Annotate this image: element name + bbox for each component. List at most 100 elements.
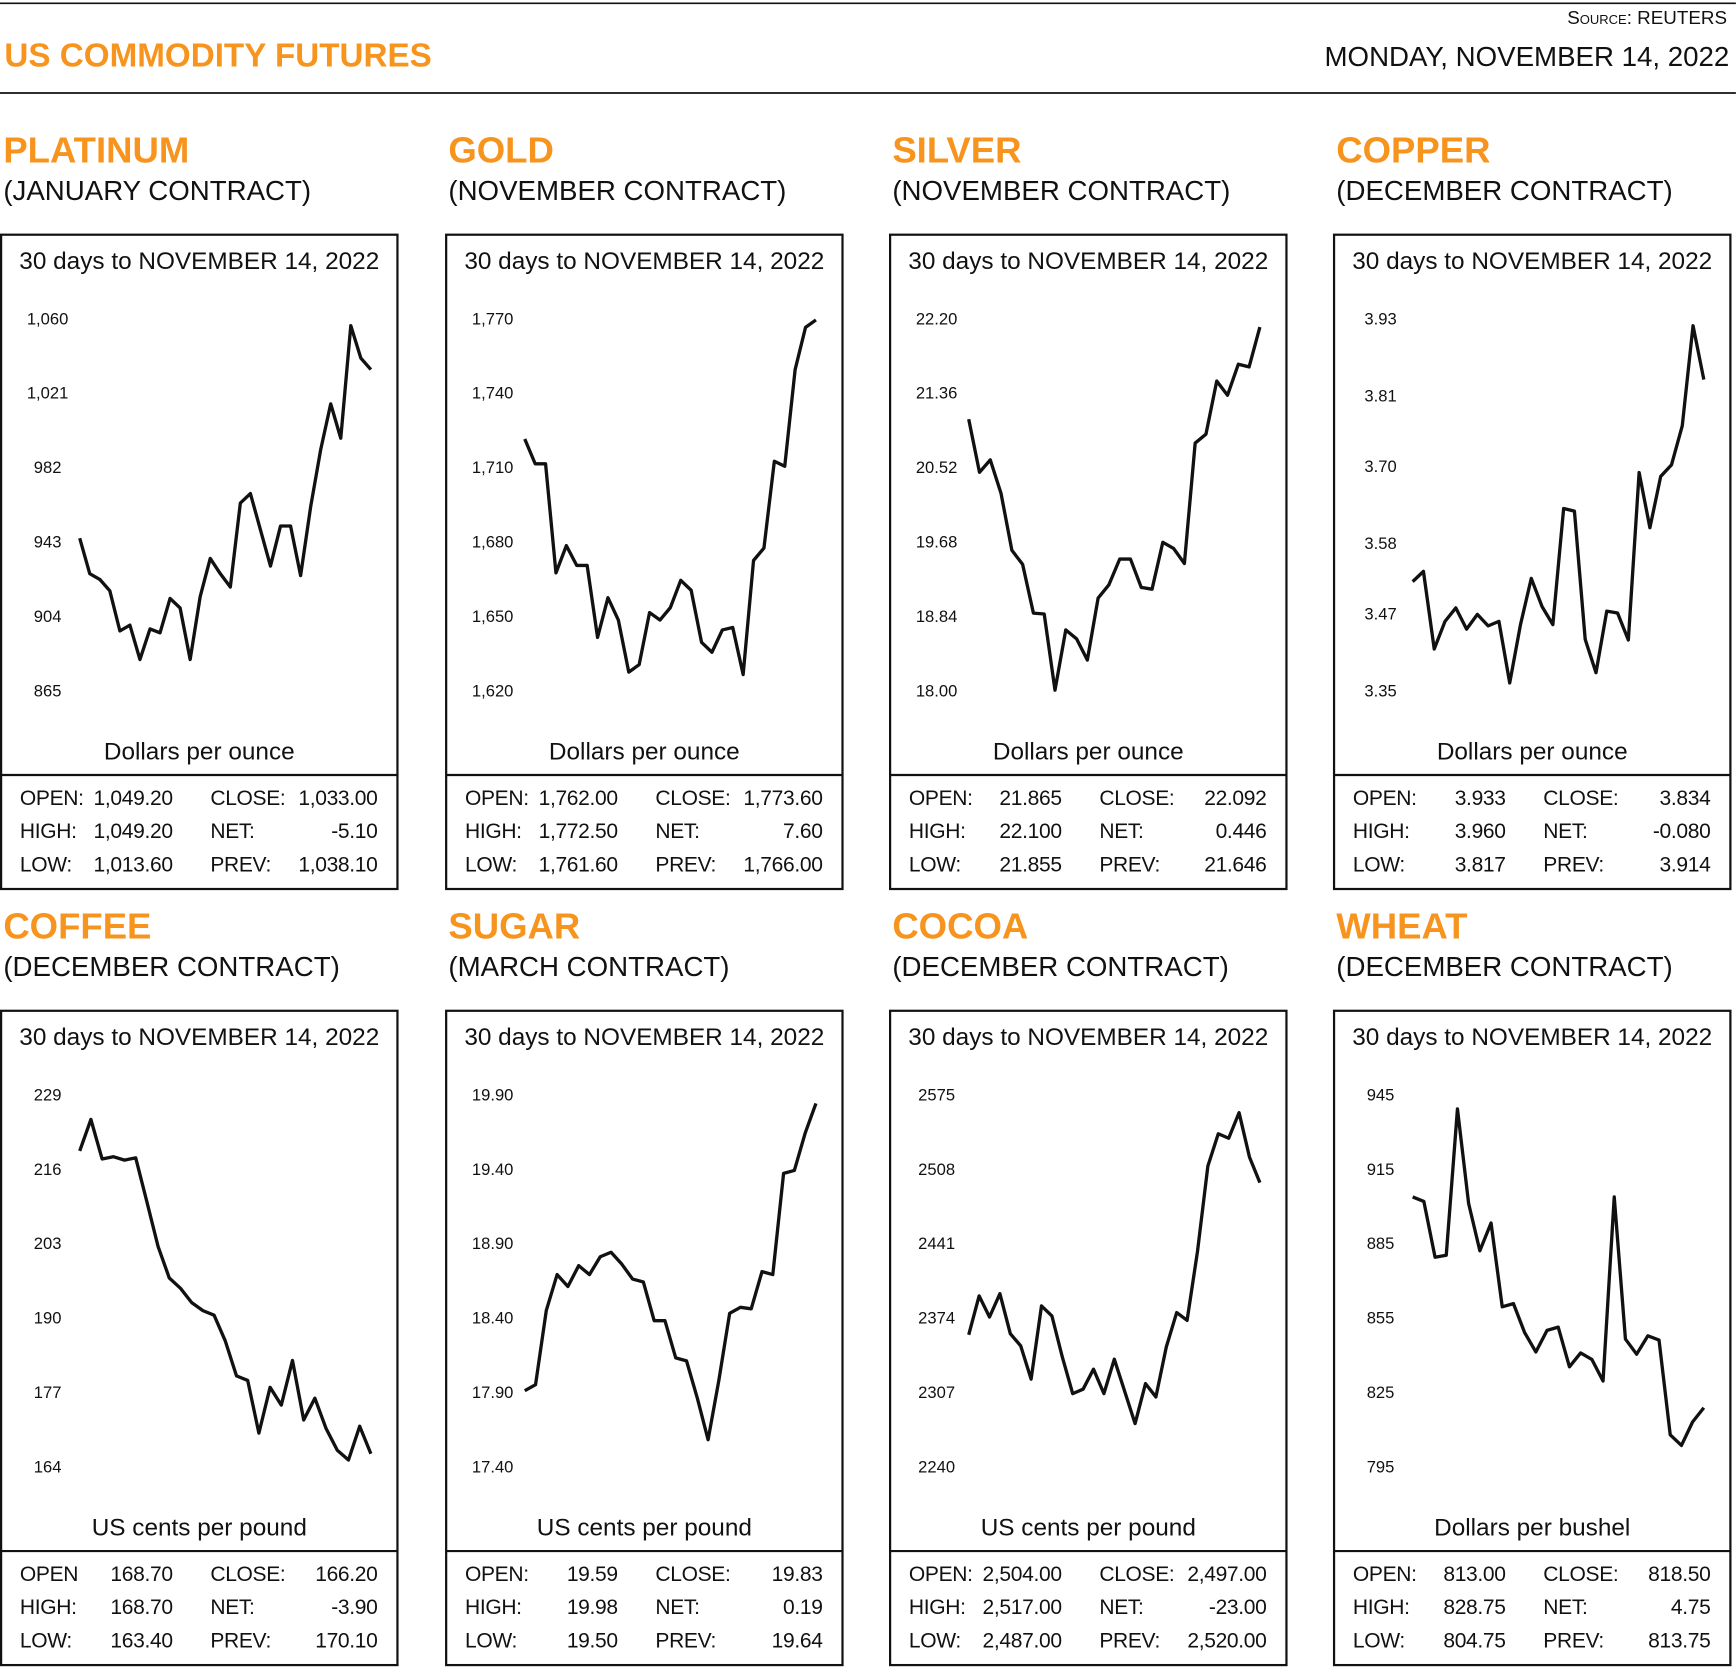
stat-label: LOW:: [909, 853, 961, 876]
y-tick-label: 19.68: [916, 533, 958, 552]
period-note: 30 days to NOVEMBER 14, 2022: [908, 248, 1268, 275]
stat-value: 163.40: [110, 1629, 172, 1652]
stat-value: -0.080: [1653, 820, 1711, 843]
y-tick-label: 20.52: [916, 458, 958, 477]
y-tick-label: 915: [1367, 1160, 1395, 1179]
stat-label: NET:: [1099, 1596, 1143, 1619]
y-tick-label: 18.90: [472, 1234, 514, 1253]
stat-label: PREV:: [1543, 1629, 1604, 1652]
unit-label: US cents per pound: [92, 1514, 307, 1541]
contract: (NOVEMBER CONTRACT): [448, 175, 786, 206]
y-tick-label: 3.81: [1364, 386, 1396, 405]
price-line: [1411, 324, 1706, 685]
stat-label: HIGH:: [20, 1596, 77, 1619]
stat-value: 22.100: [999, 820, 1061, 843]
unit-label: US cents per pound: [537, 1514, 752, 1541]
contract: (DECEMBER CONTRACT): [1336, 951, 1672, 982]
period-note: 30 days to NOVEMBER 14, 2022: [1352, 248, 1712, 275]
stat-label: NET:: [655, 820, 699, 843]
stat-label: PREV:: [1099, 1629, 1160, 1652]
y-tick-label: 3.58: [1364, 534, 1396, 553]
stat-label: PREV:: [1543, 853, 1604, 876]
stat-value: 7.60: [783, 820, 823, 843]
stat-label: OPEN: [20, 1563, 78, 1586]
unit-label: Dollars per ounce: [104, 738, 295, 765]
chart-box: [0, 233, 399, 891]
stat-value: 1,772.50: [539, 820, 618, 843]
stat-value: 1,766.00: [743, 853, 822, 876]
stat-label: HIGH:: [20, 820, 77, 843]
period-note: 30 days to NOVEMBER 14, 2022: [908, 1024, 1268, 1051]
stat-label: PREV:: [1099, 853, 1160, 876]
y-tick-label: 18.84: [916, 607, 958, 626]
y-tick-label: 2307: [918, 1383, 955, 1402]
contract: (DECEMBER CONTRACT): [892, 951, 1228, 982]
price-line: [523, 318, 817, 677]
y-tick-label: 1,060: [27, 309, 69, 328]
stat-label: PREV:: [655, 853, 716, 876]
stat-label: OPEN:: [465, 1563, 529, 1586]
chart-box: [0, 1009, 399, 1667]
y-tick-label: 904: [34, 607, 62, 626]
stat-label: OPEN:: [1353, 1563, 1417, 1586]
period-note: 30 days to NOVEMBER 14, 2022: [19, 1024, 379, 1051]
y-tick-label: 203: [34, 1234, 62, 1253]
y-tick-label: 1,680: [472, 533, 514, 552]
stat-label: CLOSE:: [1543, 1563, 1618, 1586]
unit-label: Dollars per ounce: [1437, 738, 1628, 765]
unit-label: Dollars per ounce: [993, 738, 1184, 765]
stat-value: 21.865: [999, 787, 1061, 810]
stat-label: NET:: [655, 1596, 699, 1619]
stat-label: HIGH:: [909, 1596, 966, 1619]
stat-value: 0.446: [1216, 820, 1267, 843]
stat-label: OPEN:: [465, 787, 529, 810]
stat-label: PREV:: [210, 1629, 271, 1652]
stat-label: LOW:: [465, 853, 517, 876]
stat-label: CLOSE:: [655, 1563, 730, 1586]
y-tick-label: 190: [34, 1309, 62, 1328]
y-tick-label: 17.90: [472, 1383, 514, 1402]
stat-label: OPEN:: [909, 787, 973, 810]
stat-value: 1,038.10: [298, 853, 377, 876]
y-tick-label: 1,021: [27, 384, 69, 403]
y-tick-label: 825: [1367, 1383, 1395, 1402]
y-tick-label: 164: [34, 1457, 62, 1476]
stat-label: CLOSE:: [210, 1563, 285, 1586]
contract: (DECEMBER CONTRACT): [1336, 175, 1672, 206]
stat-value: 2,517.00: [983, 1596, 1062, 1619]
stat-value: 19.59: [567, 1563, 618, 1586]
y-tick-label: 885: [1367, 1234, 1395, 1253]
stat-label: NET:: [1543, 1596, 1587, 1619]
stat-label: HIGH:: [909, 820, 966, 843]
contract: (NOVEMBER CONTRACT): [892, 175, 1230, 206]
stat-label: NET:: [210, 820, 254, 843]
stat-value: 168.70: [110, 1596, 172, 1619]
stat-value: 1,049.20: [94, 820, 173, 843]
stat-value: 1,013.60: [94, 853, 173, 876]
chart-box: [1332, 1009, 1732, 1667]
stat-value: 804.75: [1443, 1629, 1505, 1652]
stat-label: HIGH:: [465, 1596, 522, 1619]
y-tick-label: 17.40: [472, 1457, 514, 1476]
y-tick-label: 22.20: [916, 309, 958, 328]
commodity-title: SILVER: [892, 129, 1021, 170]
stat-label: OPEN:: [1353, 787, 1417, 810]
commodity-title: SUGAR: [448, 906, 580, 947]
stat-value: 19.98: [567, 1596, 618, 1619]
stat-label: OPEN:: [909, 1563, 973, 1586]
commodity-title: GOLD: [448, 129, 553, 170]
period-note: 30 days to NOVEMBER 14, 2022: [1352, 1024, 1712, 1051]
stat-value: 2,487.00: [983, 1629, 1062, 1652]
stat-value: 813.75: [1648, 1629, 1710, 1652]
stat-value: 2,520.00: [1187, 1629, 1266, 1652]
y-tick-label: 1,650: [472, 607, 514, 626]
stat-value: 170.10: [315, 1629, 377, 1652]
stat-label: HIGH:: [1353, 820, 1410, 843]
stat-label: LOW:: [1353, 853, 1405, 876]
y-tick-label: 3.70: [1364, 457, 1396, 476]
stat-label: CLOSE:: [655, 787, 730, 810]
unit-label: US cents per pound: [981, 1514, 1196, 1541]
stat-label: CLOSE:: [1099, 1563, 1174, 1586]
stat-value: 4.75: [1671, 1596, 1711, 1619]
y-tick-label: 216: [34, 1160, 62, 1179]
